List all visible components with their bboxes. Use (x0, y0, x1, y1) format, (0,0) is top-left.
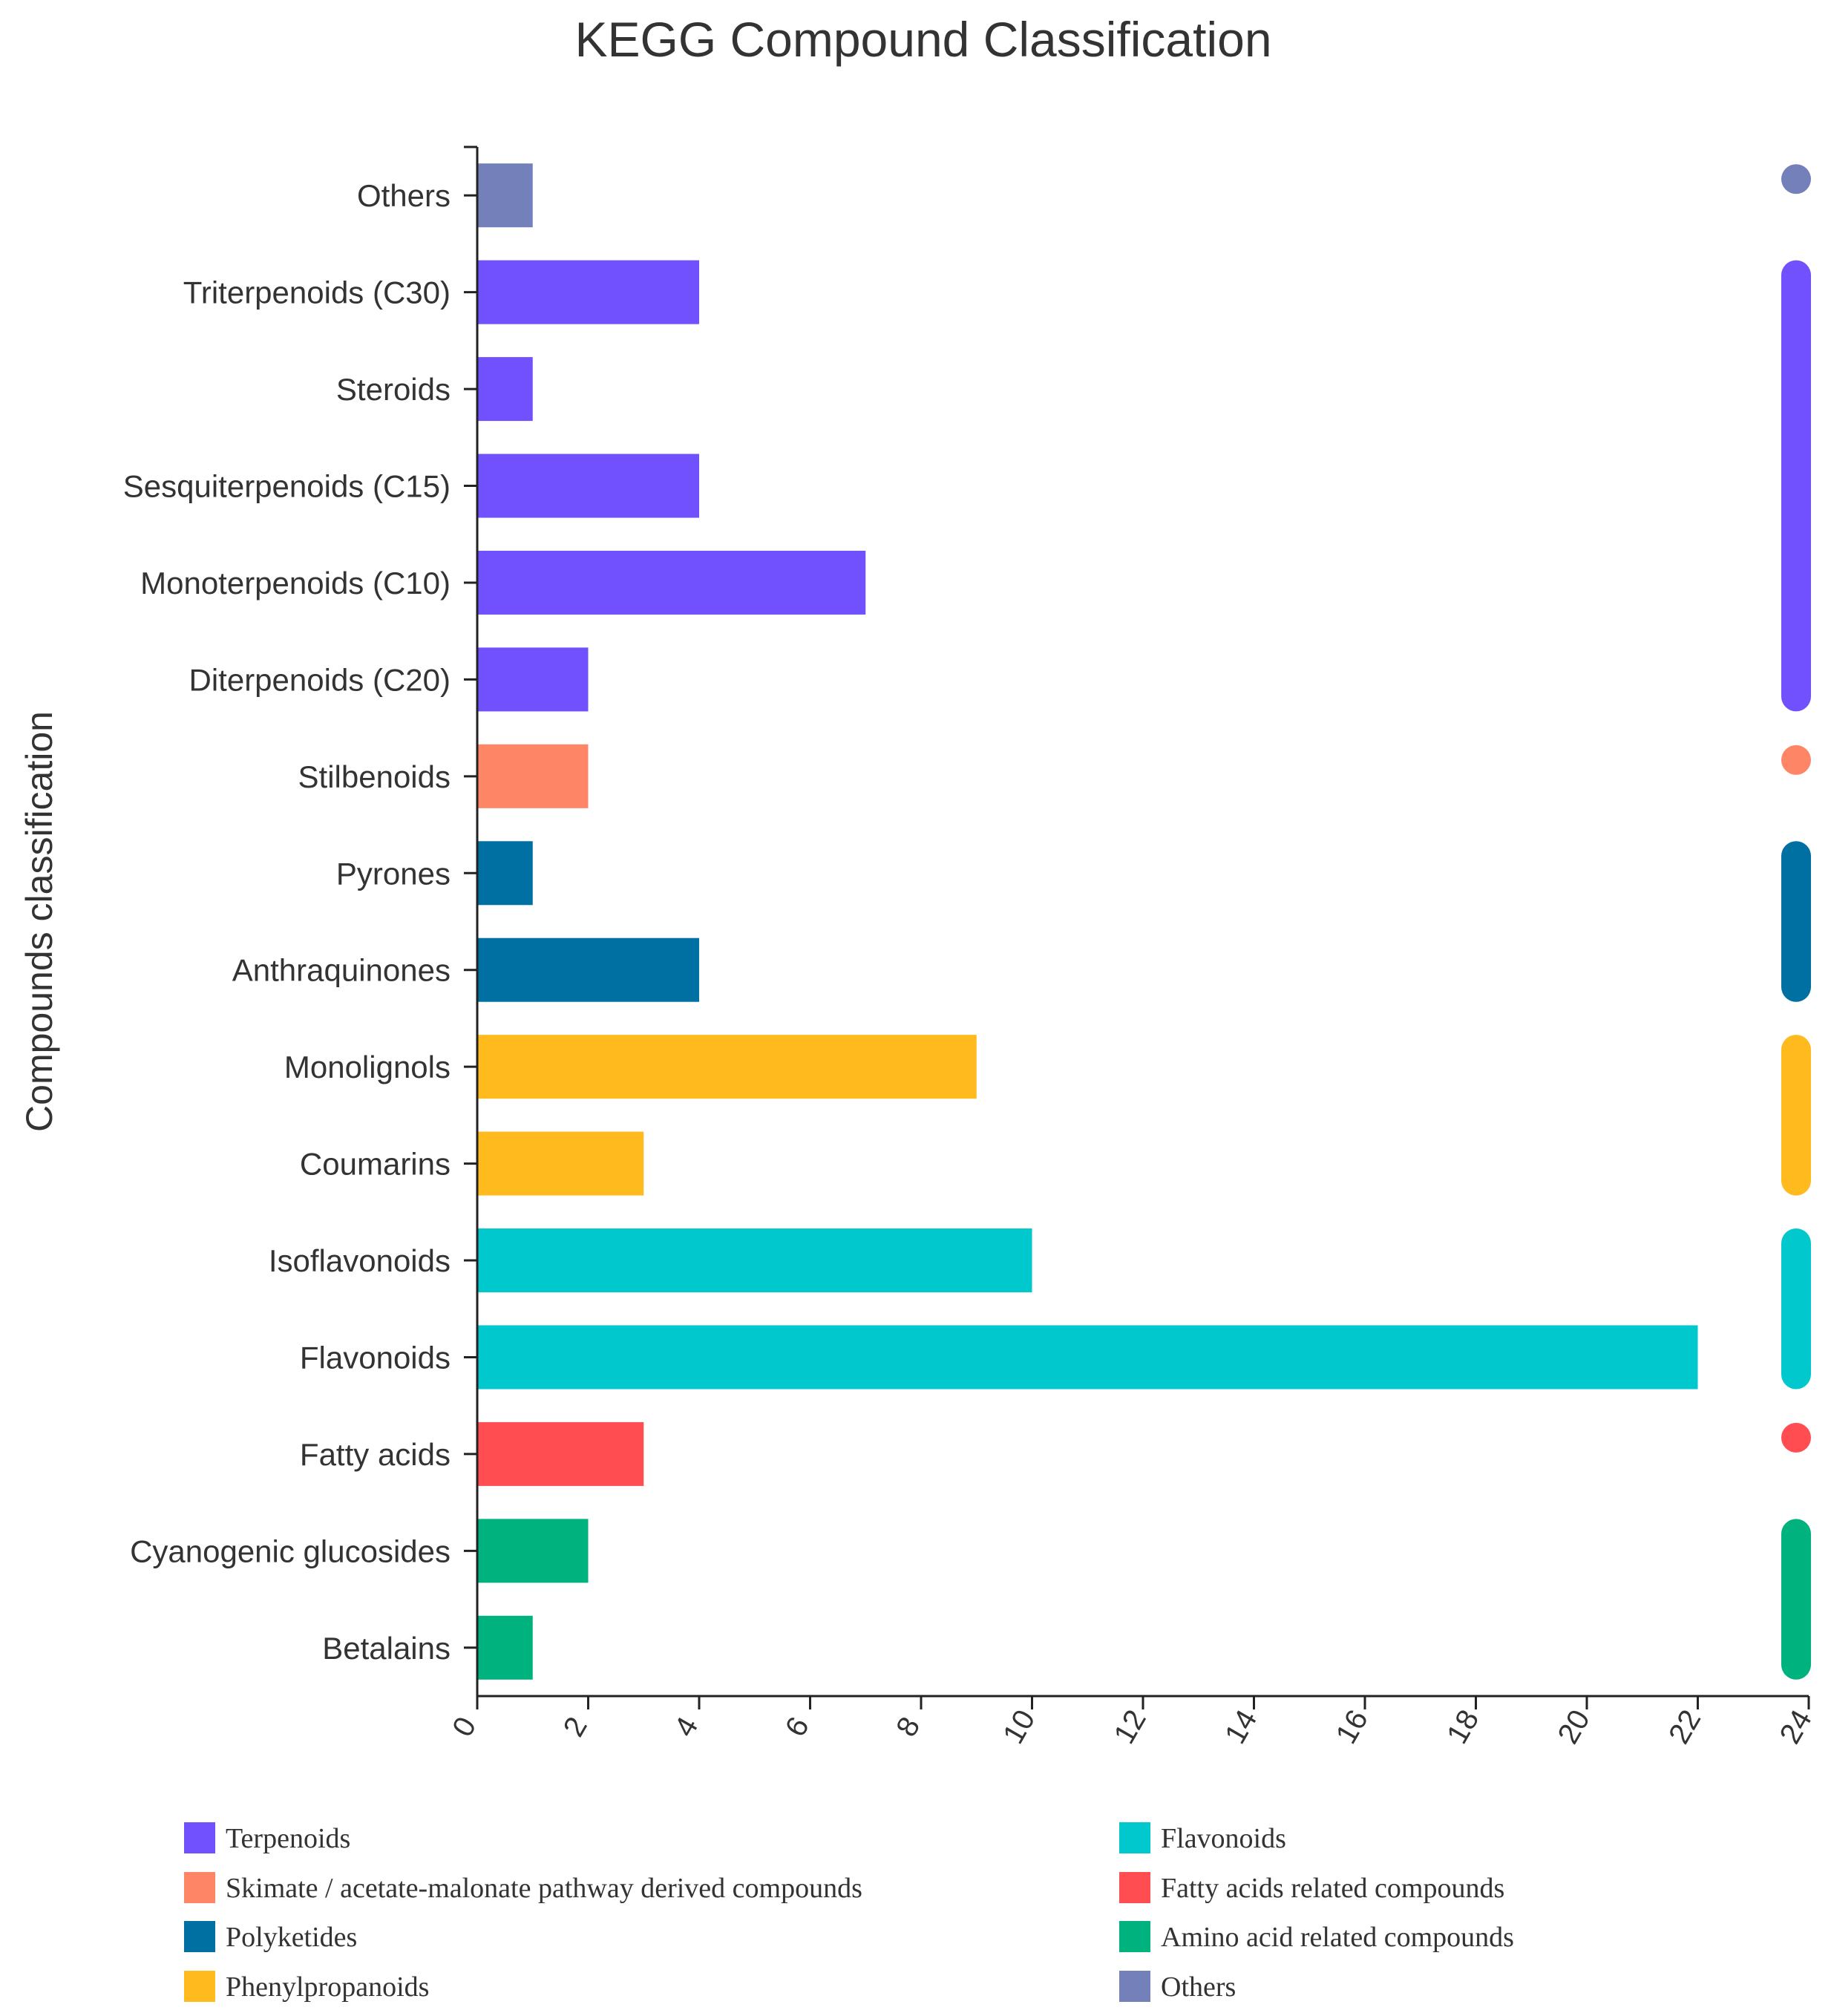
group-indicator-phenylpropanoids (1781, 1035, 1811, 1196)
bar-triterpenoids-c30 (477, 260, 699, 324)
category-label-monoterpenoids-c10: Monoterpenoids (C10) (140, 566, 451, 600)
category-label-triterpenoids-c30: Triterpenoids (C30) (183, 275, 451, 310)
category-label-cyanogenic-glucosides: Cyanogenic glucosides (130, 1534, 451, 1568)
x-tick-label: 8 (890, 1712, 926, 1742)
x-tick-label: 0 (446, 1712, 482, 1742)
category-label-betalains: Betalains (322, 1631, 451, 1666)
group-indicator-amino-acid-related-compounds (1781, 1519, 1811, 1680)
x-tick-label: 2 (557, 1712, 594, 1742)
x-tick-label: 22 (1663, 1704, 1707, 1750)
bar-monoterpenoids-c10 (477, 550, 866, 615)
bar-diterpenoids-c20 (477, 647, 589, 712)
bar-isoflavonoids (477, 1228, 1032, 1293)
x-tick-label: 20 (1552, 1704, 1596, 1750)
x-tick-label: 14 (1219, 1704, 1263, 1750)
bar-pyrones (477, 841, 533, 906)
legend: Terpenoids Skimate / acetate-malonate pat… (184, 1822, 1514, 2003)
bar-anthraquinones (477, 937, 699, 1002)
x-tick-label: 24 (1774, 1704, 1818, 1750)
x-tick-label: 18 (1441, 1704, 1485, 1750)
x-tick-label: 6 (779, 1712, 816, 1742)
legend-swatch-amino-acid-related-compounds[interactable] (1119, 1921, 1150, 1952)
category-label-coumarins: Coumarins (300, 1147, 451, 1182)
bar-coumarins (477, 1131, 644, 1196)
legend-swatch-phenylpropanoids[interactable] (184, 1971, 215, 2002)
bar-others (477, 163, 533, 228)
legend-label-phenylpropanoids[interactable]: Phenylpropanoids (226, 1971, 429, 2003)
x-tick-label: 10 (997, 1704, 1041, 1750)
legend-label-fatty-acids-related-compounds[interactable]: Fatty acids related compounds (1161, 1873, 1504, 1904)
category-label-pyrones: Pyrones (336, 856, 451, 891)
group-indicator-others (1781, 164, 1811, 194)
legend-label-others[interactable]: Others (1161, 1971, 1236, 2003)
category-label-anthraquinones: Anthraquinones (232, 953, 451, 988)
bar-sesquiterpenoids-c15 (477, 454, 699, 518)
legend-swatch-flavonoids[interactable] (1119, 1822, 1150, 1853)
group-indicator-terpenoids (1781, 260, 1811, 712)
group-indicator-fatty-acids-related-compounds (1781, 1422, 1811, 1453)
category-label-isoflavonoids: Isoflavonoids (269, 1243, 451, 1278)
category-label-diterpenoids-c20: Diterpenoids (C20) (189, 662, 451, 697)
category-label-stilbenoids: Stilbenoids (298, 759, 451, 794)
category-label-monolignols: Monolignols (284, 1050, 451, 1084)
legend-label-terpenoids[interactable]: Terpenoids (226, 1823, 350, 1854)
legend-label-polyketides[interactable]: Polyketides (226, 1922, 357, 1953)
legend-swatch-terpenoids[interactable] (184, 1822, 215, 1853)
bar-cyanogenic-glucosides (477, 1519, 589, 1583)
legend-label-skimate-acetate-malonate-pathway-derived-compounds[interactable]: Skimate / acetate-malonate pathway deriv… (226, 1873, 862, 1904)
legend-swatch-others[interactable] (1119, 1971, 1150, 2002)
legend-swatch-polyketides[interactable] (184, 1921, 215, 1952)
legend-label-flavonoids[interactable]: Flavonoids (1161, 1823, 1286, 1854)
category-label-sesquiterpenoids-c15: Sesquiterpenoids (C15) (123, 469, 451, 504)
group-indicator-flavonoids (1781, 1228, 1811, 1390)
legend-label-amino-acid-related-compounds[interactable]: Amino acid related compounds (1161, 1922, 1514, 1953)
x-tick-label: 12 (1108, 1704, 1153, 1750)
group-indicator-strip (1781, 164, 1811, 1680)
category-label-steroids: Steroids (336, 372, 451, 407)
legend-swatch-fatty-acids-related-compounds[interactable] (1119, 1872, 1150, 1903)
category-label-others: Others (357, 178, 451, 213)
chart-title: KEGG Compound Classification (574, 12, 1271, 67)
group-indicator-polyketides (1781, 841, 1811, 1002)
x-tick-label: 16 (1330, 1704, 1375, 1750)
bar-fatty-acids (477, 1421, 644, 1486)
legend-swatch-skimate-acetate-malonate-pathway-derived-compounds[interactable] (184, 1872, 215, 1903)
bar-flavonoids (477, 1325, 1698, 1390)
bar-stilbenoids (477, 744, 589, 808)
group-indicator-skimate-acetate-malonate-pathway-derived-compounds (1781, 744, 1811, 775)
axes-group: Others Triterpenoids (C30) Steroids Sesquit… (123, 145, 1818, 1750)
bar-steroids (477, 357, 533, 422)
bar-betalains (477, 1615, 533, 1680)
y-axis-title: Compounds classification (19, 711, 60, 1132)
category-label-flavonoids: Flavonoids (300, 1340, 451, 1375)
category-label-fatty-acids: Fatty acids (300, 1437, 451, 1472)
x-tick-label: 4 (668, 1712, 704, 1742)
bars-group (477, 163, 1698, 1680)
bar-monolignols (477, 1035, 977, 1099)
